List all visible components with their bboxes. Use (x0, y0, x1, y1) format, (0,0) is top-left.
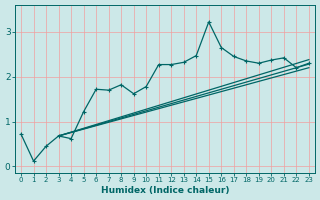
X-axis label: Humidex (Indice chaleur): Humidex (Indice chaleur) (101, 186, 229, 195)
